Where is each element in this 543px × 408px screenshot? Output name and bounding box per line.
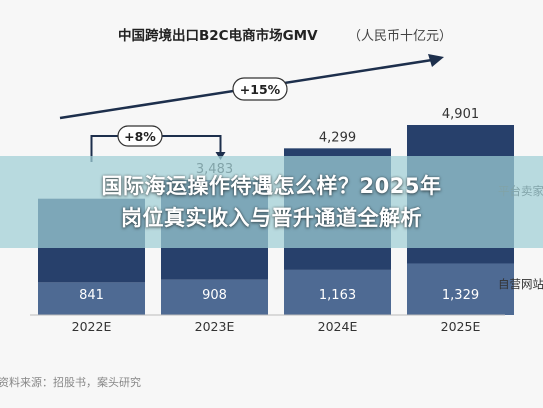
bar-bottom-2022E <box>38 282 145 315</box>
source-note: 资料来源：招股书，案头研究 <box>0 375 141 389</box>
growth-label-15: +15% <box>240 82 281 97</box>
headline-line-1: 国际海运操作待遇怎么样？2025年 <box>101 174 442 198</box>
total-label-2025E: 4,901 <box>442 107 479 122</box>
bar-bottom-2023E <box>161 279 268 315</box>
growth-pill-8 <box>117 125 163 147</box>
x-tick-2024E: 2024E <box>318 319 358 334</box>
bar-bottom-2024E <box>284 269 391 315</box>
x-tick-2022E: 2022E <box>72 319 112 334</box>
growth-arrowhead-15 <box>428 54 444 67</box>
chart-unit: （人民币十亿元） <box>348 29 452 44</box>
bar-value-2023E: 908 <box>202 288 227 303</box>
growth-pill-15 <box>232 77 288 101</box>
bar-value-2022E: 841 <box>79 288 104 303</box>
bar-value-2024E: 1,163 <box>319 288 356 303</box>
headline-banner: 国际海运操作待遇怎么样？2025年 岗位真实收入与晋升通道全解析 <box>0 156 543 248</box>
x-tick-2025E: 2025E <box>441 319 481 334</box>
total-label-2024E: 4,299 <box>319 130 356 145</box>
chart-title: 中国跨境出口B2C电商市场GMV <box>118 27 318 44</box>
bar-bottom-2025E <box>407 263 514 315</box>
legend-entry-self-run: 自营网站 <box>498 277 543 291</box>
x-tick-2023E: 2023E <box>195 319 235 334</box>
bar-value-2025E: 1,329 <box>442 288 479 303</box>
growth-label-8: +8% <box>124 129 156 144</box>
headline-line-2: 岗位真实收入与晋升通道全解析 <box>121 206 422 230</box>
